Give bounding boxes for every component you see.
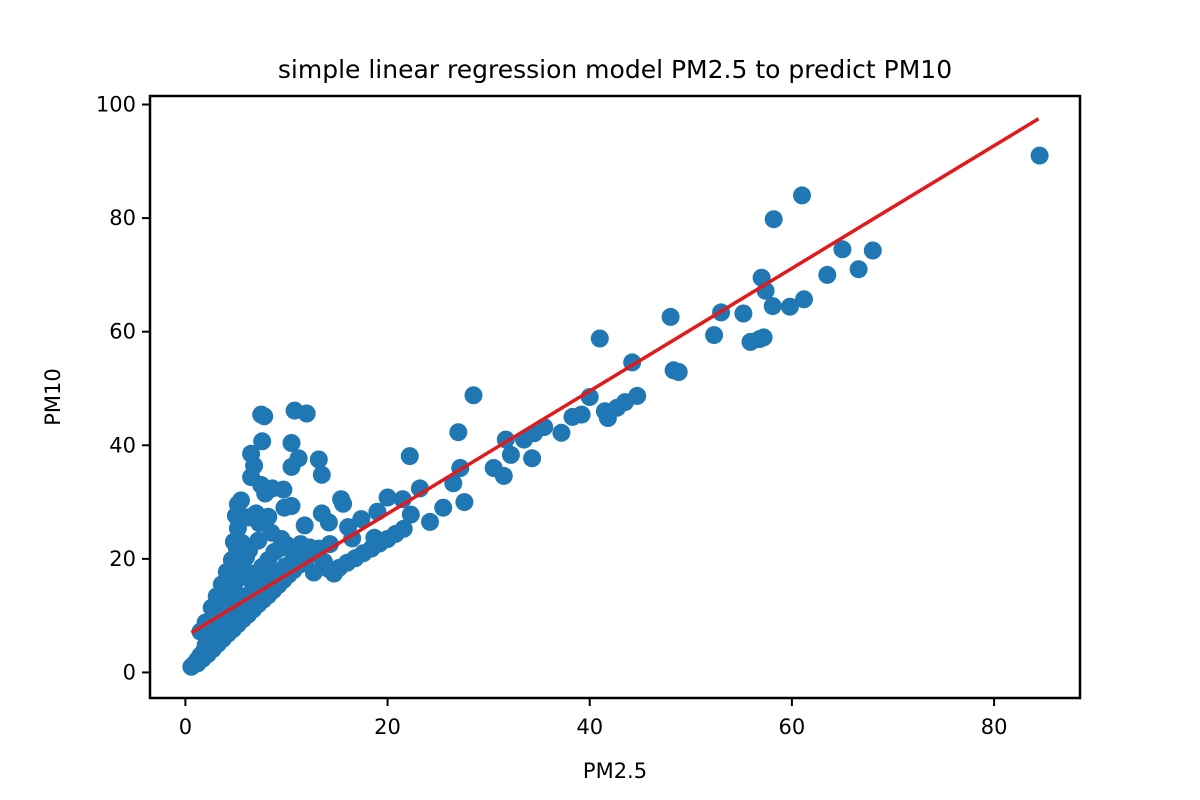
scatter-point: [282, 457, 301, 476]
scatter-point: [863, 241, 882, 260]
scatter-point: [818, 265, 837, 284]
scatter-point: [449, 423, 468, 442]
x-tick-label: 20: [374, 715, 401, 739]
scatter-point: [334, 494, 353, 513]
scatter-point: [552, 423, 571, 442]
y-axis-ticks: 0 20 40 60 80 100: [96, 93, 150, 684]
y-tick-label: 0: [123, 660, 136, 684]
scatter-point: [563, 407, 582, 426]
scatter-point: [282, 434, 301, 452]
scatter-point: [795, 290, 813, 309]
x-tick-label: 40: [576, 715, 603, 739]
scatter-point: [628, 386, 647, 405]
scatter-point: [464, 386, 483, 405]
regression-line: [190, 117, 1040, 635]
scatter-point: [444, 474, 463, 493]
scatter-point: [252, 476, 271, 494]
scatter-point: [312, 504, 331, 523]
y-tick-label: 40: [109, 433, 136, 457]
scatter-point: [295, 516, 314, 535]
scatter-point: [300, 538, 319, 557]
scatter-point: [434, 498, 453, 517]
regression-line-group: [190, 117, 1040, 635]
y-tick-label: 100: [96, 93, 136, 117]
scatter-point: [764, 210, 783, 229]
scatter-point: [590, 329, 609, 348]
x-tick-label: 60: [779, 715, 806, 739]
scatter-point: [285, 401, 304, 420]
y-tick-label: 60: [109, 320, 136, 344]
x-tick-label: 0: [179, 715, 192, 739]
scatter-point: [705, 326, 724, 345]
scatter-point: [661, 307, 680, 326]
scatter-point: [849, 260, 868, 279]
scatter-point: [401, 505, 420, 524]
scatter-point: [255, 407, 274, 426]
scatter-point: [763, 297, 782, 316]
plot-frame: [148, 94, 1082, 700]
scatter-point: [352, 510, 371, 529]
scatter-point: [734, 304, 753, 323]
scatter-point: [455, 493, 474, 512]
scatter-point: [754, 328, 773, 347]
scatter-point: [833, 240, 852, 259]
scatter-point: [282, 497, 301, 515]
scatter-point: [669, 363, 688, 381]
scatter-point: [780, 297, 799, 316]
y-tick-label: 80: [109, 206, 136, 230]
x-tick-label: 80: [981, 715, 1008, 739]
scatter-point: [421, 512, 439, 531]
x-axis-ticks: 0 20 40 60 80: [179, 698, 1008, 739]
scatter-point: [598, 409, 617, 427]
scatter-point: [484, 459, 503, 477]
scatter-points: [182, 146, 1049, 676]
y-tick-label: 20: [109, 547, 136, 571]
scatter-point: [233, 534, 251, 552]
scatter-point: [394, 519, 413, 538]
scatter-point: [378, 488, 397, 507]
scatter-point: [253, 432, 272, 451]
scatter-point: [793, 186, 811, 205]
scatter-point: [312, 465, 331, 484]
scatter-point: [309, 450, 328, 469]
x-axis-label: PM2.5: [583, 759, 647, 783]
scatter-point: [1030, 146, 1049, 165]
chart-title: simple linear regression model PM2.5 to …: [278, 55, 952, 84]
scatter-point: [523, 449, 542, 468]
y-axis-label: PM10: [41, 368, 65, 426]
scatter-point: [239, 508, 258, 527]
scatter-point: [400, 447, 419, 466]
scatter-point: [501, 445, 520, 464]
